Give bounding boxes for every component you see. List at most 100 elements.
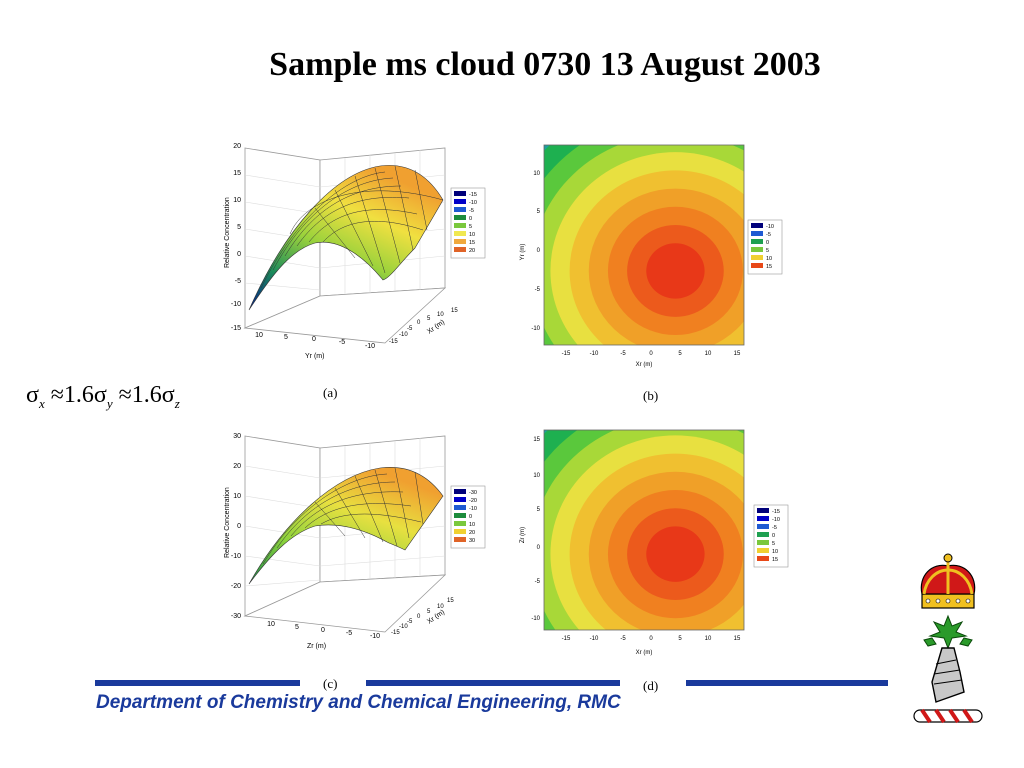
striped-band-icon (913, 708, 983, 724)
legend-swatch (454, 247, 466, 252)
heatmap-b-contours (544, 145, 744, 345)
surface-a-depthticks: 15 10 5 0 -5 -10 -15 (389, 308, 458, 345)
heatmap-d-yticks: 15 10 5 0 -5 -10 (531, 437, 540, 622)
heatmap-b-xtick: -10 (590, 351, 599, 357)
surface-a-xtick: 5 (284, 334, 288, 341)
maple-leaves-icon (923, 614, 973, 650)
heatmap-b-yticks: 10 5 0 -5 -10 (531, 171, 540, 332)
legend-swatch (751, 255, 763, 260)
surface-a-ztick: -15 (231, 325, 241, 332)
sigma-subscript-x: x (38, 396, 45, 411)
heatmap-d-xtick: 5 (678, 636, 682, 642)
legend-swatch (757, 532, 769, 537)
surface-c-xtick: 10 (267, 621, 275, 628)
surface-a-ztick: -5 (235, 278, 241, 285)
surface-a-xtick: 0 (312, 336, 316, 343)
surface-c-ztick: 30 (233, 433, 241, 440)
legend-swatch (757, 548, 769, 553)
heatmap-b-xlabel: Xr (m) (636, 362, 653, 368)
surface-c-depthticks: 15 10 5 0 -5 -10 -15 (391, 598, 454, 636)
heatmap-b-xtick: 5 (678, 351, 682, 357)
legend-swatch (454, 191, 466, 196)
legend-swatch (454, 537, 466, 542)
footer-rule-3 (686, 680, 888, 686)
legend-swatch (751, 231, 763, 236)
surface-a-dtick: 0 (417, 320, 421, 326)
heatmap-b-ytick: 5 (537, 209, 541, 215)
legend-label: -20 (469, 498, 477, 504)
armoured-arm-icon (931, 647, 965, 703)
surface-a-dtick: -10 (399, 332, 408, 338)
legend-swatch (454, 239, 466, 244)
caption-d: (d) (643, 678, 659, 693)
legend-label: -30 (469, 490, 477, 496)
legend-label: -10 (766, 224, 774, 230)
legend-label: -10 (772, 517, 780, 523)
surface-c-xtick: -10 (370, 633, 380, 640)
surface-c-ztick: 10 (233, 493, 241, 500)
legend-label: 10 (469, 232, 475, 238)
surface-c-ztick: 20 (233, 463, 241, 470)
surface-c-dtick: -5 (407, 619, 413, 625)
legend-swatch (454, 505, 466, 510)
footer-rule-2 (366, 680, 620, 686)
approx-term-2: ≈1.6σ (118, 382, 175, 408)
surface-a-ztick: 15 (233, 170, 241, 177)
heatmap-d-legend: -15 -10 -5 0 5 10 15 (753, 504, 789, 568)
surface-c-dtick: -15 (391, 630, 400, 636)
surface-c-ztick: -20 (231, 583, 241, 590)
surface-c-legend: -30 -20 -10 0 10 20 30 (450, 485, 486, 549)
surface-a-grid (260, 165, 444, 289)
legend-label: -5 (772, 525, 777, 531)
legend-swatch (757, 524, 769, 529)
legend-swatch (757, 556, 769, 561)
legend-swatch (454, 215, 466, 220)
caption-b: (b) (643, 388, 659, 403)
legend-label: 15 (766, 264, 772, 270)
surface-a-ztick: 5 (237, 224, 241, 231)
surface-c-ztick: -10 (231, 553, 241, 560)
legend-label: 0 (469, 514, 472, 520)
surface-c-dtick: 10 (437, 604, 444, 610)
surface-a-xlabel: Yr (m) (305, 353, 324, 360)
legend-label: 10 (772, 549, 778, 555)
surface-c-xtick: -5 (346, 630, 352, 637)
footer-rule-1 (95, 680, 300, 686)
approx-term-1: ≈1.6σ (50, 382, 107, 408)
legend-swatch (751, 263, 763, 268)
legend-swatch (454, 529, 466, 534)
heatmap-b-ytick: 10 (533, 171, 540, 177)
surface-c-grid (262, 467, 424, 565)
heatmap-b-xtick: 10 (705, 351, 712, 357)
surface-a-dtick: -5 (407, 326, 413, 332)
legend-swatch (454, 231, 466, 236)
rmc-crest-logo (913, 553, 983, 724)
heatmap-d-xticks: -15 -10 -5 0 5 10 15 (562, 636, 741, 642)
surface-a-xtick: 10 (255, 332, 263, 339)
heatmap-b-frame (543, 144, 745, 346)
heatmap-b-legend: -10 -5 0 5 10 15 (747, 219, 783, 275)
surface-c-ylabel: Relative Concentration (224, 487, 231, 558)
surface-c-dtick: 15 (447, 598, 454, 604)
legend-swatch (454, 521, 466, 526)
legend-label: 20 (469, 248, 475, 254)
surface-a-mesh (248, 165, 444, 311)
legend-swatch (454, 513, 466, 518)
surface-a-zticks: 20 15 10 5 0 -5 -10 -15 (231, 143, 241, 332)
heatmap-b-xtick: -15 (562, 351, 571, 357)
caption-c: (c) (323, 676, 338, 691)
legend-label: -5 (469, 208, 474, 214)
legend-swatch (757, 540, 769, 545)
heatmap-plot-b: 10 5 0 -5 -10 Yr (m) -15 -10 -5 0 5 10 1… (520, 144, 783, 368)
surface-a-ztick: -10 (231, 301, 241, 308)
surface-a-xtick: -5 (339, 339, 345, 346)
surface-c-ztick: -30 (231, 613, 241, 620)
surface-a-ztick: 0 (237, 251, 241, 258)
surface-c-dtick: 0 (417, 614, 421, 620)
heatmap-d-xtick: -10 (590, 636, 599, 642)
surface-a-legend: -15 -10 -5 0 5 10 15 20 (450, 187, 486, 259)
surface-c-zticks: 30 20 10 0 -10 -20 -30 (231, 433, 241, 620)
legend-swatch (454, 223, 466, 228)
surface-a-dtick: -15 (389, 339, 398, 345)
surface-plot-c: Relative Concentration 30 20 10 0 -10 -2… (224, 433, 486, 650)
